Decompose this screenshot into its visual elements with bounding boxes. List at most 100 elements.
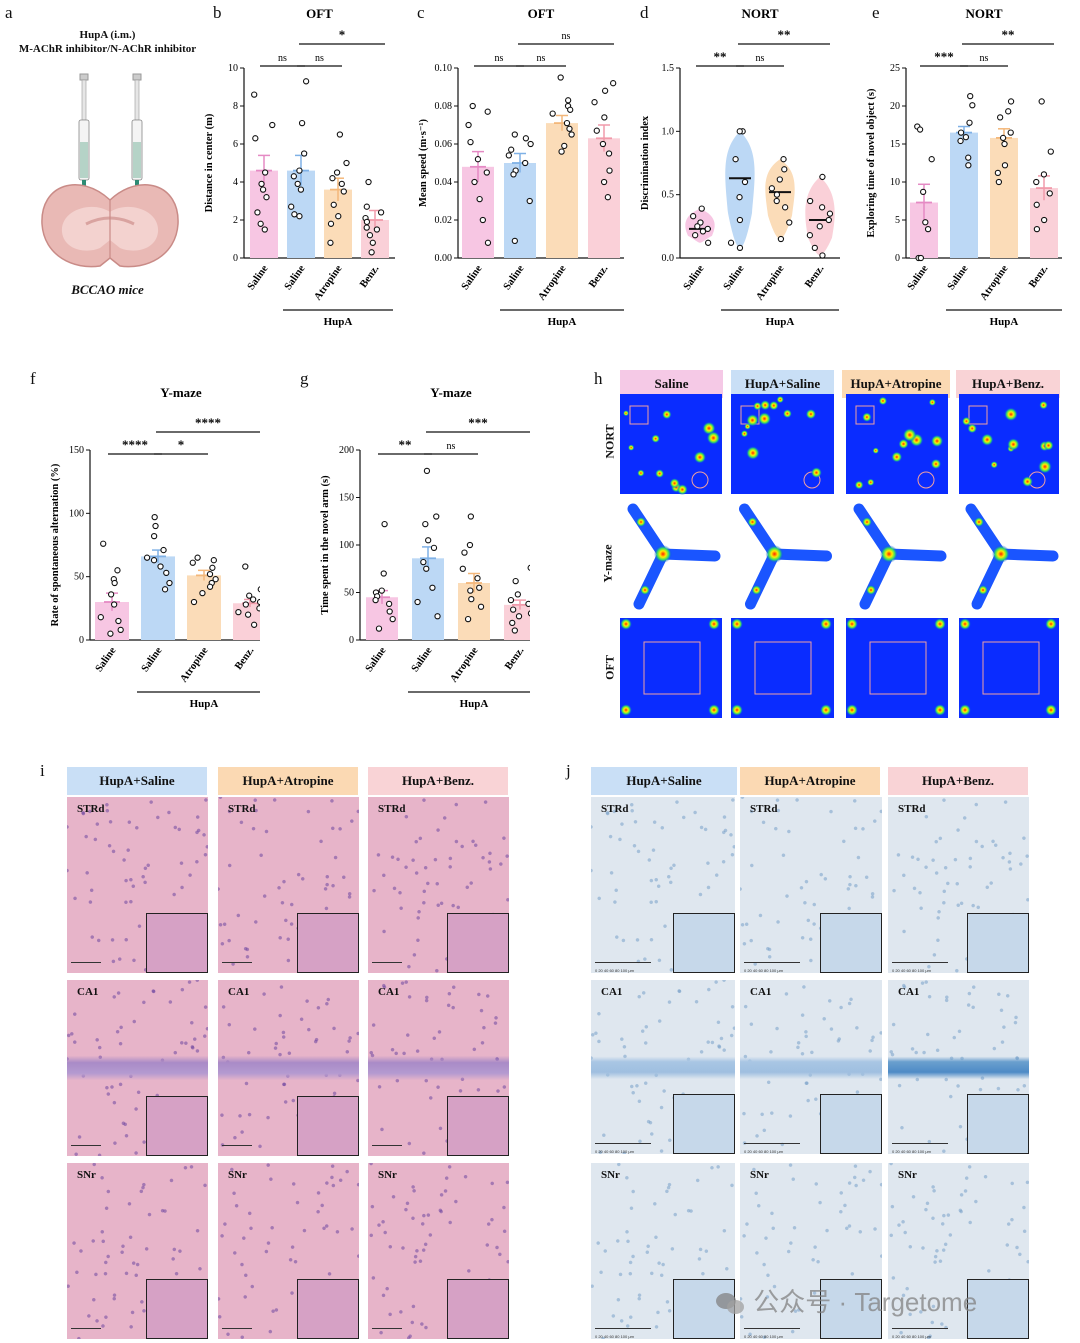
panel-letter-i: i: [40, 761, 45, 780]
scale-bar-ticks: 0 20 40 60 80 100 μm: [744, 1149, 783, 1154]
i-header-2: HupA+Benz.: [368, 767, 508, 795]
data-point: [1033, 178, 1040, 186]
data-point: [568, 131, 575, 138]
object-circle: [691, 471, 709, 489]
object-square: [968, 405, 988, 425]
y-tick-label: 20: [890, 101, 900, 112]
data-point: [242, 563, 249, 570]
data-point: [380, 570, 387, 577]
he-tile-2-2: SNr: [368, 1163, 509, 1339]
x-tick-label: Saline: [140, 645, 165, 674]
heat-spot: [961, 416, 971, 426]
data-point: [773, 191, 781, 198]
heat-spot: [759, 399, 771, 411]
data-point: [386, 608, 393, 615]
region-label: SNr: [750, 1169, 769, 1181]
magnified-inset: [820, 1094, 882, 1154]
significance-label: ****: [195, 415, 221, 430]
chart-e-ylabel: Exploring time of novel object (s): [866, 88, 877, 238]
heat-spot: [880, 545, 898, 563]
panel-letter-a: a: [5, 3, 13, 22]
magnified-inset: [967, 913, 1029, 973]
magnified-inset: [447, 1096, 509, 1156]
heat-spot: [810, 467, 822, 479]
x-tick-label: Saline: [946, 263, 971, 292]
heat-spot: [846, 704, 858, 716]
x-tick-label: Saline: [502, 263, 527, 292]
region-label: CA1: [898, 986, 920, 998]
y-tick-label: 50: [344, 588, 354, 599]
magnified-inset: [447, 1279, 509, 1339]
data-point: [526, 197, 533, 205]
nort-heatmap-2: [846, 394, 948, 494]
panel-letter-b: b: [213, 3, 222, 22]
scale-bar: [744, 1143, 800, 1148]
panel-a-caption: BCCAO mice: [71, 282, 144, 297]
y-tick-label: 25: [890, 63, 900, 74]
significance-label: ****: [122, 437, 148, 452]
data-point: [610, 80, 617, 87]
region-label: CA1: [77, 986, 99, 998]
chart-d: NORT 0.0 0.5 1.0 1.5 Discrimination index Sali…: [640, 6, 840, 328]
data-point: [920, 188, 927, 196]
data-point: [567, 106, 574, 113]
y-tick-label: 100: [69, 508, 84, 519]
x-tick-label: Benz.: [587, 263, 610, 290]
he-tile-0-2: STRd: [368, 797, 509, 973]
data-point: [297, 186, 305, 193]
h-header-1: HupA+Saline: [731, 370, 834, 398]
chart-c-title: OFT: [528, 6, 555, 21]
ihc-tile-2-1: SNr 0 20 40 60 80 100 μm: [740, 1163, 882, 1339]
data-point: [994, 169, 1002, 177]
data-point: [928, 156, 935, 163]
bar-f-1: [141, 556, 175, 640]
significance-label: **: [714, 49, 727, 64]
data-point: [522, 135, 530, 142]
data-point: [508, 146, 515, 153]
data-point: [363, 203, 370, 210]
magnified-inset: [673, 1094, 735, 1154]
data-point: [212, 576, 219, 583]
data-point: [566, 125, 573, 132]
he-tile-2-0: SNr: [67, 1163, 208, 1339]
data-point: [1038, 98, 1045, 105]
data-point: [194, 554, 201, 561]
data-point: [242, 601, 249, 608]
heatmap-grid: [620, 394, 1059, 718]
magnified-inset: [673, 913, 735, 973]
ymaze-heatmap-3: [965, 503, 1059, 610]
magnified-inset: [146, 913, 208, 973]
scale-bar: [595, 962, 651, 967]
data-point: [110, 601, 118, 608]
data-point: [160, 546, 167, 554]
significance-label: **: [399, 437, 412, 452]
heat-spot: [820, 704, 832, 716]
data-point: [474, 575, 481, 582]
data-point: [336, 131, 344, 138]
x-tick-label: Atropine: [448, 645, 480, 684]
center-zone: [982, 641, 1040, 695]
y-tick-label: 0: [79, 635, 84, 646]
he-tile-0-1: STRd: [218, 797, 359, 973]
heat-spot: [820, 618, 832, 630]
significance-label: ***: [468, 415, 488, 430]
data-point: [422, 520, 429, 528]
data-point: [527, 140, 534, 148]
region-label: SNr: [601, 1169, 620, 1181]
nort-heatmap-0: [620, 394, 722, 494]
heat-spot: [637, 469, 645, 477]
data-point: [819, 252, 826, 259]
hupa-label: HupA: [548, 316, 577, 328]
heat-spot: [731, 704, 743, 716]
x-tick-label: Benz.: [503, 645, 526, 672]
data-point: [505, 152, 512, 159]
significance-label: *: [178, 437, 185, 452]
data-point: [509, 619, 516, 627]
scale-bar-ticks: 0 20 40 60 80 100 μm: [595, 1334, 634, 1339]
heat-spot: [1039, 400, 1048, 410]
x-tick-label: Atropine: [178, 645, 210, 684]
ihc-tile-1-1: CA1 0 20 40 60 80 100 μm: [740, 980, 882, 1154]
heat-spot: [872, 447, 880, 454]
chart-g-title: Y-maze: [430, 385, 472, 400]
data-point: [434, 613, 441, 620]
